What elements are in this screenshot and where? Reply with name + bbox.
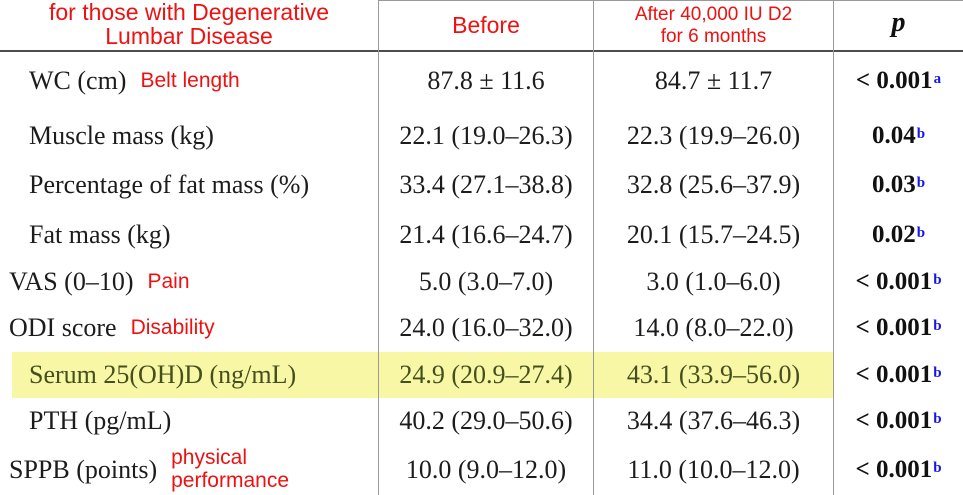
- table-row-vas: VAS (0–10) Pain 5.0 (3.0–7.0) 3.0 (1.0–6…: [0, 260, 963, 304]
- row-label-cell: SPPB (points) physical performance: [0, 444, 378, 495]
- p-value: 0.03: [871, 171, 916, 198]
- p-value: < 0.001: [855, 268, 933, 295]
- header-before: Before: [378, 0, 593, 53]
- p-value-cell: < 0.001 b: [833, 398, 963, 444]
- row-label-cell: Fat mass (kg): [0, 210, 378, 260]
- after-value: 34.4 (37.6–46.3): [593, 398, 833, 444]
- annotation-label: Disability: [130, 315, 215, 339]
- row-label-cell: ODI score Disability: [0, 304, 378, 352]
- p-value: 0.04: [871, 122, 916, 149]
- table-row-wc: WC (cm) Belt length 87.8 ± 11.6 84.7 ± 1…: [0, 50, 963, 112]
- before-value: 40.2 (29.0–50.6): [378, 398, 593, 444]
- measure-label: PTH (pg/mL): [29, 406, 172, 435]
- p-value: < 0.001: [855, 314, 933, 341]
- header-after: After 40,000 IU D2 for 6 months: [593, 0, 833, 53]
- after-value: 20.1 (15.7–24.5): [593, 210, 833, 260]
- measure-label: VAS (0–10): [9, 267, 134, 296]
- table-row-sppb: SPPB (points) physical performance 10.0 …: [0, 444, 963, 495]
- p-value-cell: 0.04 b: [833, 112, 963, 160]
- row-label-cell: VAS (0–10) Pain: [0, 260, 378, 304]
- annotation-label: physical performance: [171, 446, 289, 492]
- p-value-cell: < 0.001 b: [833, 260, 963, 304]
- measure-label: ODI score: [9, 313, 117, 342]
- row-label-cell: Serum 25(OH)D (ng/mL): [0, 352, 378, 398]
- measure-label: SPPB (points): [9, 454, 158, 484]
- table-row-fat-mass: Fat mass (kg) 21.4 (16.6–24.7) 20.1 (15.…: [0, 210, 963, 260]
- table-header-row: for those with Degenerative Lumbar Disea…: [0, 0, 963, 53]
- table-row-pth: PTH (pg/mL) 40.2 (29.0–50.6) 34.4 (37.6–…: [0, 398, 963, 444]
- header-group-title: for those with Degenerative Lumbar Disea…: [0, 0, 378, 53]
- measure-label: Fat mass (kg): [29, 220, 171, 249]
- table-row-odi: ODI score Disability 24.0 (16.0–32.0) 14…: [0, 304, 963, 352]
- measure-label: Muscle mass (kg): [29, 121, 214, 150]
- table-row-muscle-mass: Muscle mass (kg) 22.1 (19.0–26.3) 22.3 (…: [0, 112, 963, 160]
- header-after-line2: for 6 months: [660, 25, 767, 47]
- annotation-label: Belt length: [140, 68, 240, 92]
- before-value: 87.8 ± 11.6: [378, 50, 593, 112]
- table-row-serum-25ohd-highlighted: Serum 25(OH)D (ng/mL) 24.9 (20.9–27.4) 4…: [0, 352, 963, 398]
- row-label-cell: Muscle mass (kg): [0, 112, 378, 160]
- after-value: 11.0 (10.0–12.0): [593, 444, 833, 495]
- p-value-cell: 0.02 b: [833, 210, 963, 260]
- p-value: < 0.001: [855, 407, 933, 434]
- after-value: 43.1 (33.9–56.0): [593, 352, 833, 398]
- measure-label: Percentage of fat mass (%): [29, 170, 310, 199]
- annotation-label: Pain: [147, 269, 190, 293]
- p-value-cell: < 0.001 b: [833, 444, 963, 495]
- after-value: 3.0 (1.0–6.0): [593, 260, 833, 304]
- before-value: 33.4 (27.1–38.8): [378, 160, 593, 210]
- row-label-cell: WC (cm) Belt length: [0, 50, 378, 112]
- before-value: 21.4 (16.6–24.7): [378, 210, 593, 260]
- p-value: 0.02: [871, 221, 916, 248]
- p-value-cell: < 0.001 a: [833, 50, 963, 112]
- header-group-title-line2: Lumbar Disease: [105, 23, 273, 50]
- p-value: < 0.001: [855, 455, 933, 483]
- table-row-fat-mass-pct: Percentage of fat mass (%) 33.4 (27.1–38…: [0, 160, 963, 210]
- row-label-cell: Percentage of fat mass (%): [0, 160, 378, 210]
- header-p: p: [833, 0, 963, 53]
- before-value: 22.1 (19.0–26.3): [378, 112, 593, 160]
- before-value: 24.0 (16.0–32.0): [378, 304, 593, 352]
- p-value: < 0.001: [855, 67, 933, 94]
- row-label-cell: PTH (pg/mL): [0, 398, 378, 444]
- before-value: 5.0 (3.0–7.0): [378, 260, 593, 304]
- measure-label: Serum 25(OH)D (ng/mL): [29, 360, 297, 389]
- after-value: 32.8 (25.6–37.9): [593, 160, 833, 210]
- after-value: 84.7 ± 11.7: [593, 50, 833, 112]
- p-value-cell: < 0.001 b: [833, 352, 963, 398]
- before-value: 10.0 (9.0–12.0): [378, 444, 593, 495]
- after-value: 14.0 (8.0–22.0): [593, 304, 833, 352]
- p-value-cell: < 0.001 b: [833, 304, 963, 352]
- measure-label: WC (cm): [29, 66, 127, 95]
- before-value: 24.9 (20.9–27.4): [378, 352, 593, 398]
- after-value: 22.3 (19.9–26.0): [593, 112, 833, 160]
- p-value: < 0.001: [855, 361, 933, 388]
- header-after-line1: After 40,000 IU D2: [634, 3, 793, 25]
- p-value-cell: 0.03 b: [833, 160, 963, 210]
- header-group-title-line1: for those with Degenerative: [49, 0, 329, 25]
